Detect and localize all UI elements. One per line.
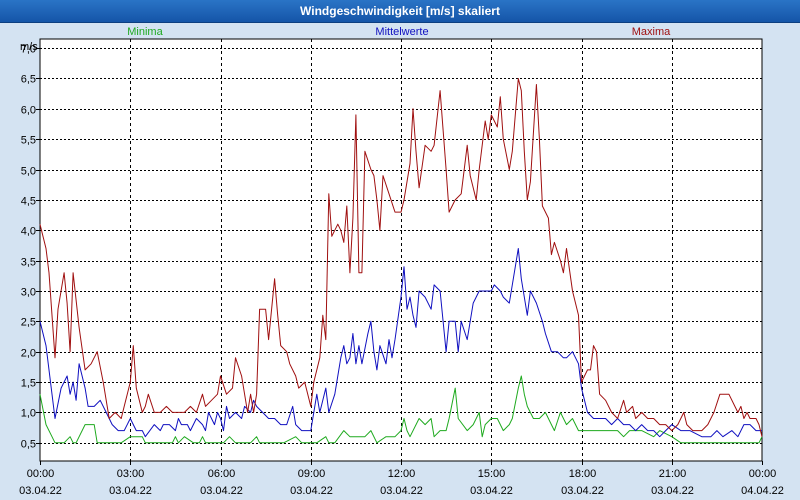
x-tick-date: 03.04.22 bbox=[380, 485, 423, 497]
y-tick-label: 3,5 bbox=[21, 257, 36, 269]
x-tick-time: 03:00 bbox=[117, 468, 145, 480]
x-tick-date: 03.04.22 bbox=[561, 485, 604, 497]
grid bbox=[40, 39, 762, 461]
x-tick-date: 03.04.22 bbox=[109, 485, 152, 497]
x-tick-date: 03.04.22 bbox=[19, 485, 62, 497]
y-tick-label: 2,0 bbox=[21, 348, 36, 360]
y-axis: 0,5 1,0 1,5 2,0 2,5 3,0 3,5 4,0 4,5 5,0 5,5 6,0 6,5 7… bbox=[21, 44, 40, 451]
x-tick-date: 04.04.22 bbox=[741, 485, 784, 497]
x-tick-date: 03.04.22 bbox=[470, 485, 513, 497]
y-tick-label: 6,5 bbox=[21, 74, 36, 86]
series-line-maxima bbox=[39, 78, 763, 437]
y-tick-label: 1,5 bbox=[21, 378, 36, 390]
x-tick-time: 15:00 bbox=[478, 468, 506, 480]
x-tick-time: 09:00 bbox=[298, 468, 326, 480]
y-tick-label: 5,0 bbox=[21, 166, 36, 178]
chart-title: Windgeschwindigkeit [m/s] skaliert bbox=[300, 4, 500, 18]
y-tick-label: 5,5 bbox=[21, 135, 36, 147]
legend-minima: Minima bbox=[127, 26, 163, 38]
x-axis: 00:00 03.04.22 03:00 03.04.22 06:00 03.04.22 0… bbox=[19, 461, 784, 497]
legend-maxima: Maxima bbox=[632, 26, 671, 38]
series-line-mittelwerte bbox=[39, 248, 762, 438]
x-tick-time: 06:00 bbox=[208, 468, 236, 480]
y-tick-label: 1,0 bbox=[21, 408, 36, 420]
y-tick-label: 6,0 bbox=[21, 105, 36, 117]
y-tick-label: 7,0 bbox=[21, 44, 36, 56]
x-tick-time: 12:00 bbox=[388, 468, 416, 480]
x-tick-time: 18:00 bbox=[569, 468, 597, 480]
y-tick-label: 0,5 bbox=[21, 439, 36, 451]
series-group bbox=[39, 78, 763, 444]
x-tick-date: 03.04.22 bbox=[290, 485, 333, 497]
series-line-minima bbox=[39, 375, 763, 444]
chart-title-bar: Windgeschwindigkeit [m/s] skaliert bbox=[0, 0, 800, 23]
chart-area: 0,5 1,0 1,5 2,0 2,5 3,0 3,5 4,0 4,5 5,0 5,5 6,0 6,5 7… bbox=[19, 26, 784, 497]
y-tick-label: 4,0 bbox=[21, 226, 36, 238]
x-tick-date: 03.04.22 bbox=[200, 485, 243, 497]
y-axis-label: m/s bbox=[20, 41, 38, 53]
y-tick-label: 4,5 bbox=[21, 196, 36, 208]
x-tick-time: 21:00 bbox=[659, 468, 687, 480]
legend-mittelwerte: Mittelwerte bbox=[375, 26, 428, 38]
y-tick-label: 2,5 bbox=[21, 317, 36, 329]
x-tick-date: 03.04.22 bbox=[651, 485, 694, 497]
x-tick-time: 00:00 bbox=[749, 468, 777, 480]
y-tick-label: 3,0 bbox=[21, 287, 36, 299]
x-tick-time: 00:00 bbox=[27, 468, 55, 480]
